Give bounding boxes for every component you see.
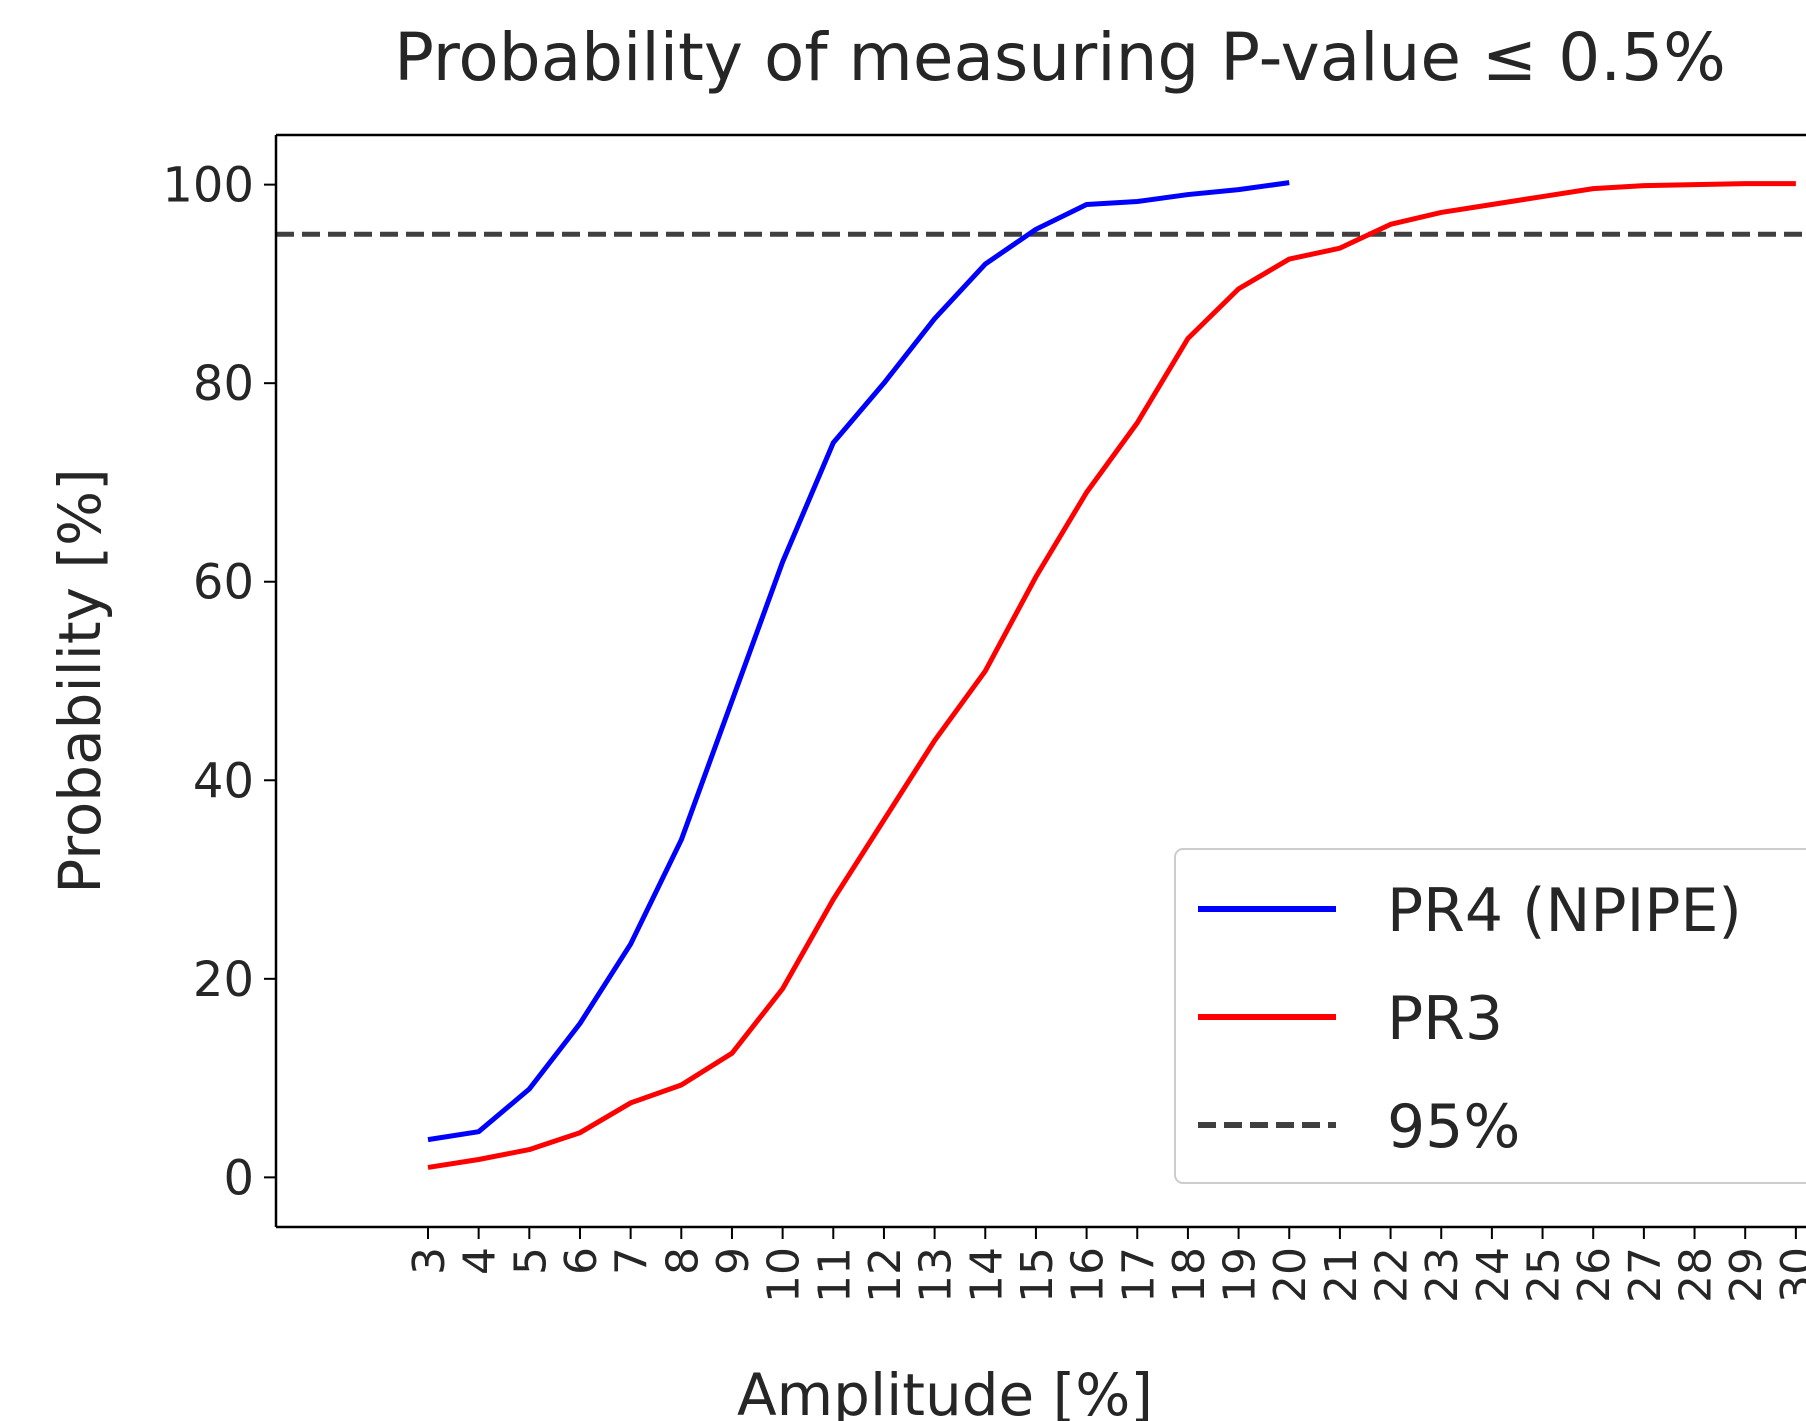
series-line [427,181,1796,1170]
x-tick-label: 13 [911,1247,962,1303]
x-tick-label: 9 [708,1247,759,1275]
x-tick-label: 27 [1620,1247,1671,1303]
x-tick-label: 17 [1113,1247,1164,1303]
x-tick-label: 22 [1367,1247,1418,1303]
x-tick-label: 7 [607,1247,658,1275]
y-tick-label: 100 [162,158,254,214]
legend-label: 95% [1387,1092,1520,1162]
x-tick-label: 26 [1569,1247,1620,1303]
x-tick-label: 29 [1721,1247,1772,1303]
y-tick-label: 20 [193,952,254,1008]
y-tick-label: 60 [193,555,254,611]
x-tick-label: 6 [556,1247,607,1275]
legend-label: PR4 (NPIPE) [1387,876,1742,946]
x-tick-label: 30 [1772,1247,1806,1303]
x-tick-label: 16 [1063,1247,1114,1303]
x-tick-label: 24 [1468,1247,1519,1303]
x-tick-label: 18 [1164,1247,1215,1303]
x-tick-label: 11 [809,1247,860,1303]
y-axis-label: Probability [%] [46,468,114,893]
y-tick-label: 80 [193,356,254,412]
x-tick-label: 15 [1012,1247,1063,1303]
legend: PR4 (NPIPE) PR3 95% [1174,848,1806,1184]
x-tick-label: 28 [1671,1247,1722,1303]
legend-label: PR3 [1387,984,1503,1054]
x-tick-label: 25 [1519,1247,1570,1303]
x-tick-label: 3 [404,1247,455,1275]
series-line [427,180,1290,1143]
x-tick-label: 21 [1316,1247,1367,1303]
chart-title: Probability of measuring P-value ≤ 0.5% [394,19,1726,96]
x-tick-label: 14 [961,1247,1012,1303]
x-tick-label: 4 [455,1247,506,1275]
plot-area [276,180,1806,1170]
x-tick-label: 20 [1265,1247,1316,1303]
x-tick-label: 5 [505,1247,556,1275]
x-axis-label: Amplitude [%] [737,1361,1153,1421]
legend-box [1174,848,1806,1184]
x-tick-label: 23 [1417,1247,1468,1303]
x-tick-label: 19 [1215,1247,1266,1303]
y-tick-label: 40 [193,753,254,809]
x-tick-label: 12 [860,1247,911,1303]
x-tick-label: 10 [759,1247,810,1303]
y-tick-label: 0 [223,1150,254,1206]
x-tick-label: 8 [657,1247,708,1275]
